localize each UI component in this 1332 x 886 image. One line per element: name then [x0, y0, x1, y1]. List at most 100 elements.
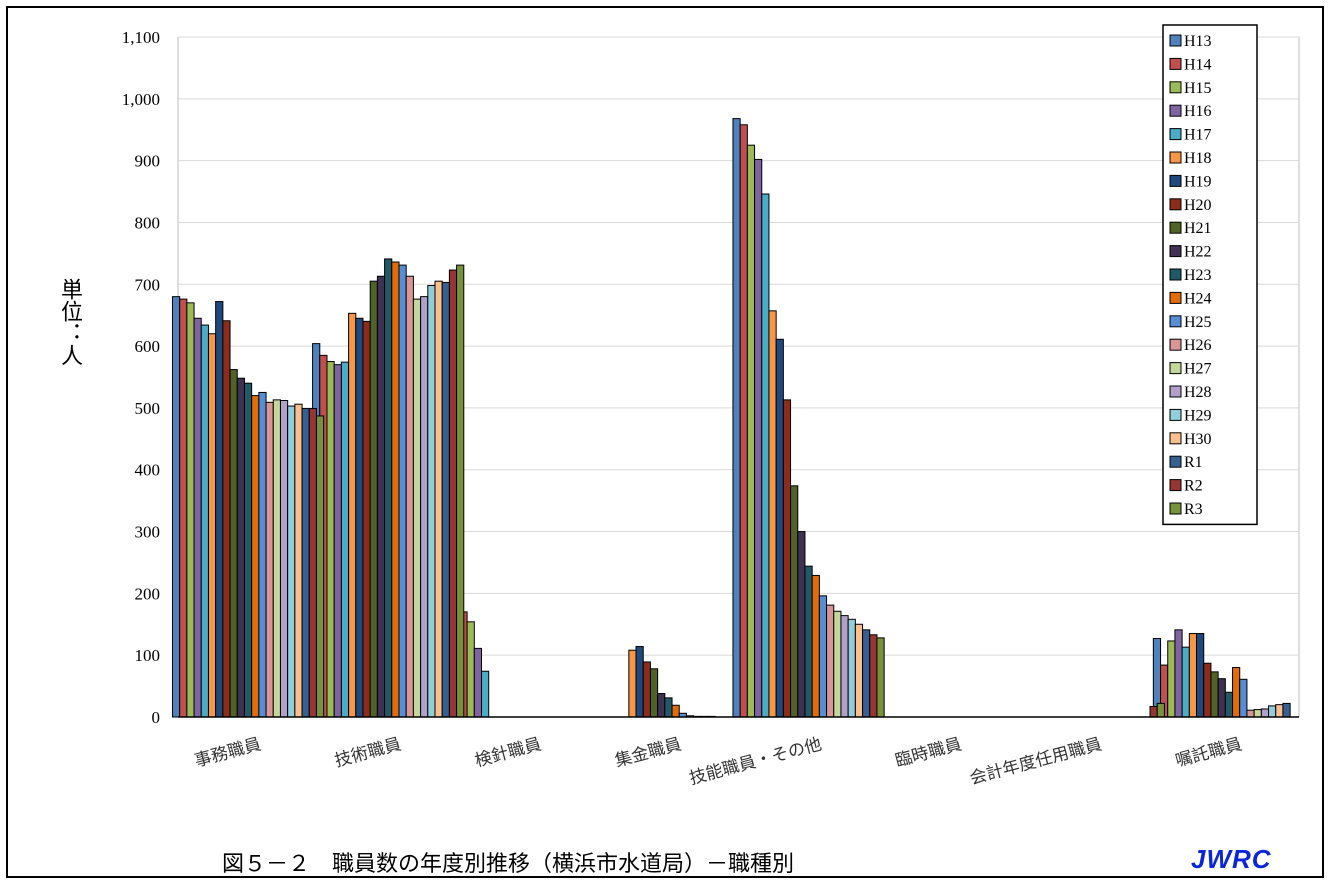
legend-swatch: [1169, 455, 1182, 468]
legend-label: H26: [1184, 337, 1212, 354]
bar-h29: [847, 618, 856, 718]
legend-swatch: [1169, 174, 1182, 187]
legend-label: H15: [1184, 80, 1212, 97]
y-tick-label: 100: [135, 646, 161, 665]
legend-label: H14: [1184, 56, 1212, 73]
legend-label: H16: [1184, 103, 1212, 120]
y-tick-label: 600: [135, 337, 161, 356]
bar-h21: [649, 668, 659, 718]
legend-swatch: [1169, 291, 1182, 304]
legend-swatch: [1169, 338, 1182, 351]
legend-swatch: [1169, 34, 1182, 47]
bar-h16: [1174, 629, 1183, 718]
bar-h17: [1181, 646, 1190, 718]
bar-r1: [441, 281, 450, 718]
legend-label: H24: [1184, 290, 1212, 307]
legend-swatch: [1169, 502, 1182, 515]
bar-h22: [1217, 678, 1226, 718]
bar-h23: [243, 382, 253, 718]
bar-h27: [1253, 709, 1262, 718]
bar-h19: [1196, 633, 1205, 718]
legend-label: H18: [1184, 150, 1212, 167]
bar-chart: 0 100 200 300 400 500 600 700 800 900 1,000 1,100 事務…: [122, 24, 1300, 790]
legend-swatch: [1169, 385, 1182, 398]
bar-h15: [466, 621, 475, 718]
legend-swatch: [1169, 432, 1182, 445]
legend-label: H25: [1184, 314, 1212, 331]
legend-label: H13: [1184, 33, 1212, 50]
bar-h21: [790, 485, 799, 718]
bar-h18: [768, 310, 777, 718]
legend-swatch: [1169, 198, 1182, 211]
bar-h13: [171, 296, 181, 718]
figure-caption: 図５－２ 職員数の年度別推移（横浜市水道局）－職種別: [222, 852, 795, 877]
bar-h30: [294, 403, 303, 718]
bar-h29: [427, 285, 436, 718]
bar-h25: [1239, 678, 1248, 718]
bar-h15: [186, 302, 195, 718]
bar-h29: [1268, 705, 1277, 718]
legend-swatch: [1169, 221, 1182, 234]
y-tick-label: 1,100: [122, 28, 160, 47]
bar-h20: [1203, 662, 1212, 718]
legend-swatch: [1169, 104, 1182, 117]
y-tick-label: 700: [135, 275, 161, 294]
legend-swatch: [1169, 245, 1182, 258]
bar-h20: [642, 661, 651, 718]
bar-h23: [384, 258, 393, 718]
bar-r2: [448, 269, 458, 718]
legend-label: R3: [1184, 501, 1203, 518]
chart-frame: 0 100 200 300 400 500 600 700 800 900 1,000 1,100 事務…: [6, 6, 1324, 878]
bar-h30: [1275, 704, 1284, 718]
bar-h19: [775, 338, 784, 718]
bar-h27: [272, 399, 281, 718]
legend-label: H19: [1184, 173, 1212, 190]
y-tick-label: 1,000: [122, 90, 160, 109]
bar-h25: [258, 391, 267, 718]
bar-h30: [434, 280, 443, 718]
bar-h24: [1232, 667, 1241, 718]
legend-swatch: [1169, 408, 1182, 421]
bar-h19: [355, 317, 364, 718]
bar-r3: [876, 637, 885, 718]
legend-label: H20: [1184, 197, 1212, 214]
bar-h16: [333, 364, 342, 718]
bar-h14: [739, 124, 748, 718]
bar-h24: [671, 704, 680, 718]
legend-swatch: [1169, 151, 1182, 164]
bar-h15: [746, 144, 756, 718]
bar-h20: [222, 320, 231, 718]
bar-h18: [1188, 633, 1198, 718]
bar-h14: [179, 298, 188, 718]
bar-r2: [1149, 705, 1158, 718]
x-tick-label: 技術職員: [333, 735, 404, 772]
bar-h23: [664, 697, 673, 718]
legend-label: H21: [1184, 220, 1212, 237]
bar-h20: [362, 320, 371, 718]
bar-h26: [826, 604, 835, 718]
bar-h17: [761, 193, 770, 718]
x-tick-label: 検針職員: [473, 735, 544, 772]
y-tick-label: 300: [135, 523, 161, 542]
y-tick-label: 900: [135, 152, 161, 171]
bar-h21: [229, 369, 238, 718]
bar-h21: [1210, 671, 1219, 718]
bar-h26: [405, 275, 414, 718]
legend-swatch: [1169, 57, 1182, 70]
bar-h25: [398, 264, 407, 718]
y-tick-label: 500: [135, 399, 161, 418]
x-tick-label: 会計年度任用職員: [968, 735, 1105, 790]
y-tick-label: 400: [135, 461, 161, 480]
bar-r1: [862, 629, 871, 718]
bar-h24: [811, 574, 820, 718]
bar-h22: [657, 693, 666, 718]
x-tick-label: 技能職員・その他: [687, 735, 824, 790]
x-tick-label: 臨時職員: [893, 735, 964, 772]
bar-h17: [481, 670, 490, 718]
bar-h19: [215, 301, 224, 718]
bar-h18: [207, 333, 217, 718]
legend-label: H27: [1184, 361, 1212, 378]
bar-h27: [412, 298, 422, 718]
legend-swatch: [1169, 128, 1182, 141]
bar-h26: [1246, 709, 1255, 718]
